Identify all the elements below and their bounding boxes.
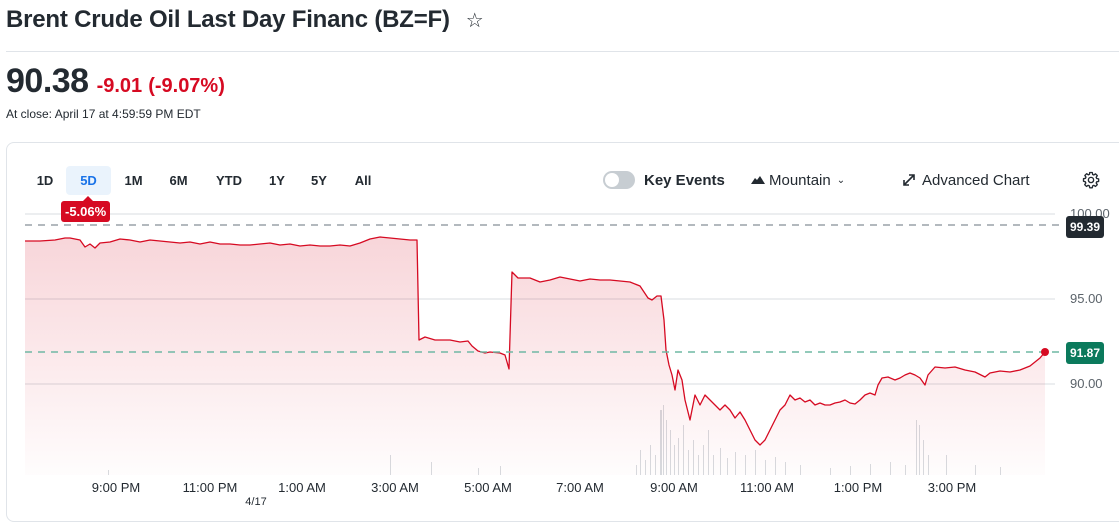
header-divider [6,51,1119,52]
quote-row: 90.38 -9.01 (-9.07%) [6,62,225,101]
x-tick: 1:00 PM [833,480,883,495]
current-price-tag: 91.87 [1066,342,1105,364]
tab-5y[interactable]: 5Y [311,173,327,188]
x-tick: 3:00 AM [371,480,419,495]
y-tick-90: 90.00 [1070,376,1103,391]
key-events-label: Key Events [644,171,725,189]
page-title: Brent Crude Oil Last Day Financ (BZ=F) [6,6,450,33]
close-timestamp: At close: April 17 at 4:59:59 PM EDT [6,107,201,121]
x-tick: 7:00 AM [556,480,604,495]
x-date-marker: 4/17 [245,496,267,508]
price-change: -9.01 [96,75,143,97]
x-tick: 1:00 AM [278,480,326,495]
advanced-chart-button[interactable]: Advanced Chart [902,170,1030,190]
current-price-dot [1041,348,1049,356]
x-tick: 11:00 AM [740,480,794,495]
x-tick: 5:00 AM [464,480,512,495]
y-tick-95: 95.00 [1070,291,1103,306]
prev-close-tag: 99.39 [1066,216,1105,238]
chart-type-label: Mountain [769,171,831,189]
mountain-icon [751,176,765,184]
key-events-control[interactable]: Key Events [603,170,725,190]
range-tabs: 1D 5D 1M 6M YTD 1Y 5Y All [26,166,385,195]
star-icon[interactable]: ☆ [465,9,484,32]
tab-5d[interactable]: 5D [66,166,111,195]
price-chart[interactable] [0,0,1119,501]
gear-icon[interactable] [1082,171,1100,189]
range-change-badge: -5.06% [61,196,111,222]
tab-all[interactable]: All [354,173,372,188]
price-change-percent: (-9.07%) [148,75,225,97]
current-price: 90.38 [6,62,89,100]
chevron-down-icon: ⌄ [836,174,846,186]
tab-1m[interactable]: 1M [124,173,143,188]
key-events-toggle[interactable] [603,171,635,189]
tab-6m[interactable]: 6M [169,173,188,188]
tab-ytd[interactable]: YTD [216,173,242,188]
chart-type-dropdown[interactable]: Mountain ⌄ [751,170,845,190]
x-tick: 9:00 AM [650,480,698,495]
advanced-chart-label: Advanced Chart [922,171,1030,189]
tab-1y[interactable]: 1Y [269,173,285,188]
expand-icon [903,174,915,186]
title-row: Brent Crude Oil Last Day Financ (BZ=F) ☆ [6,6,484,34]
x-tick: 9:00 PM [91,480,141,495]
price-line [25,236,1046,446]
price-area [25,237,1045,475]
x-tick: 11:00 PM [182,480,238,495]
x-tick: 3:00 PM [927,480,977,495]
tab-1d[interactable]: 1D [36,173,54,188]
